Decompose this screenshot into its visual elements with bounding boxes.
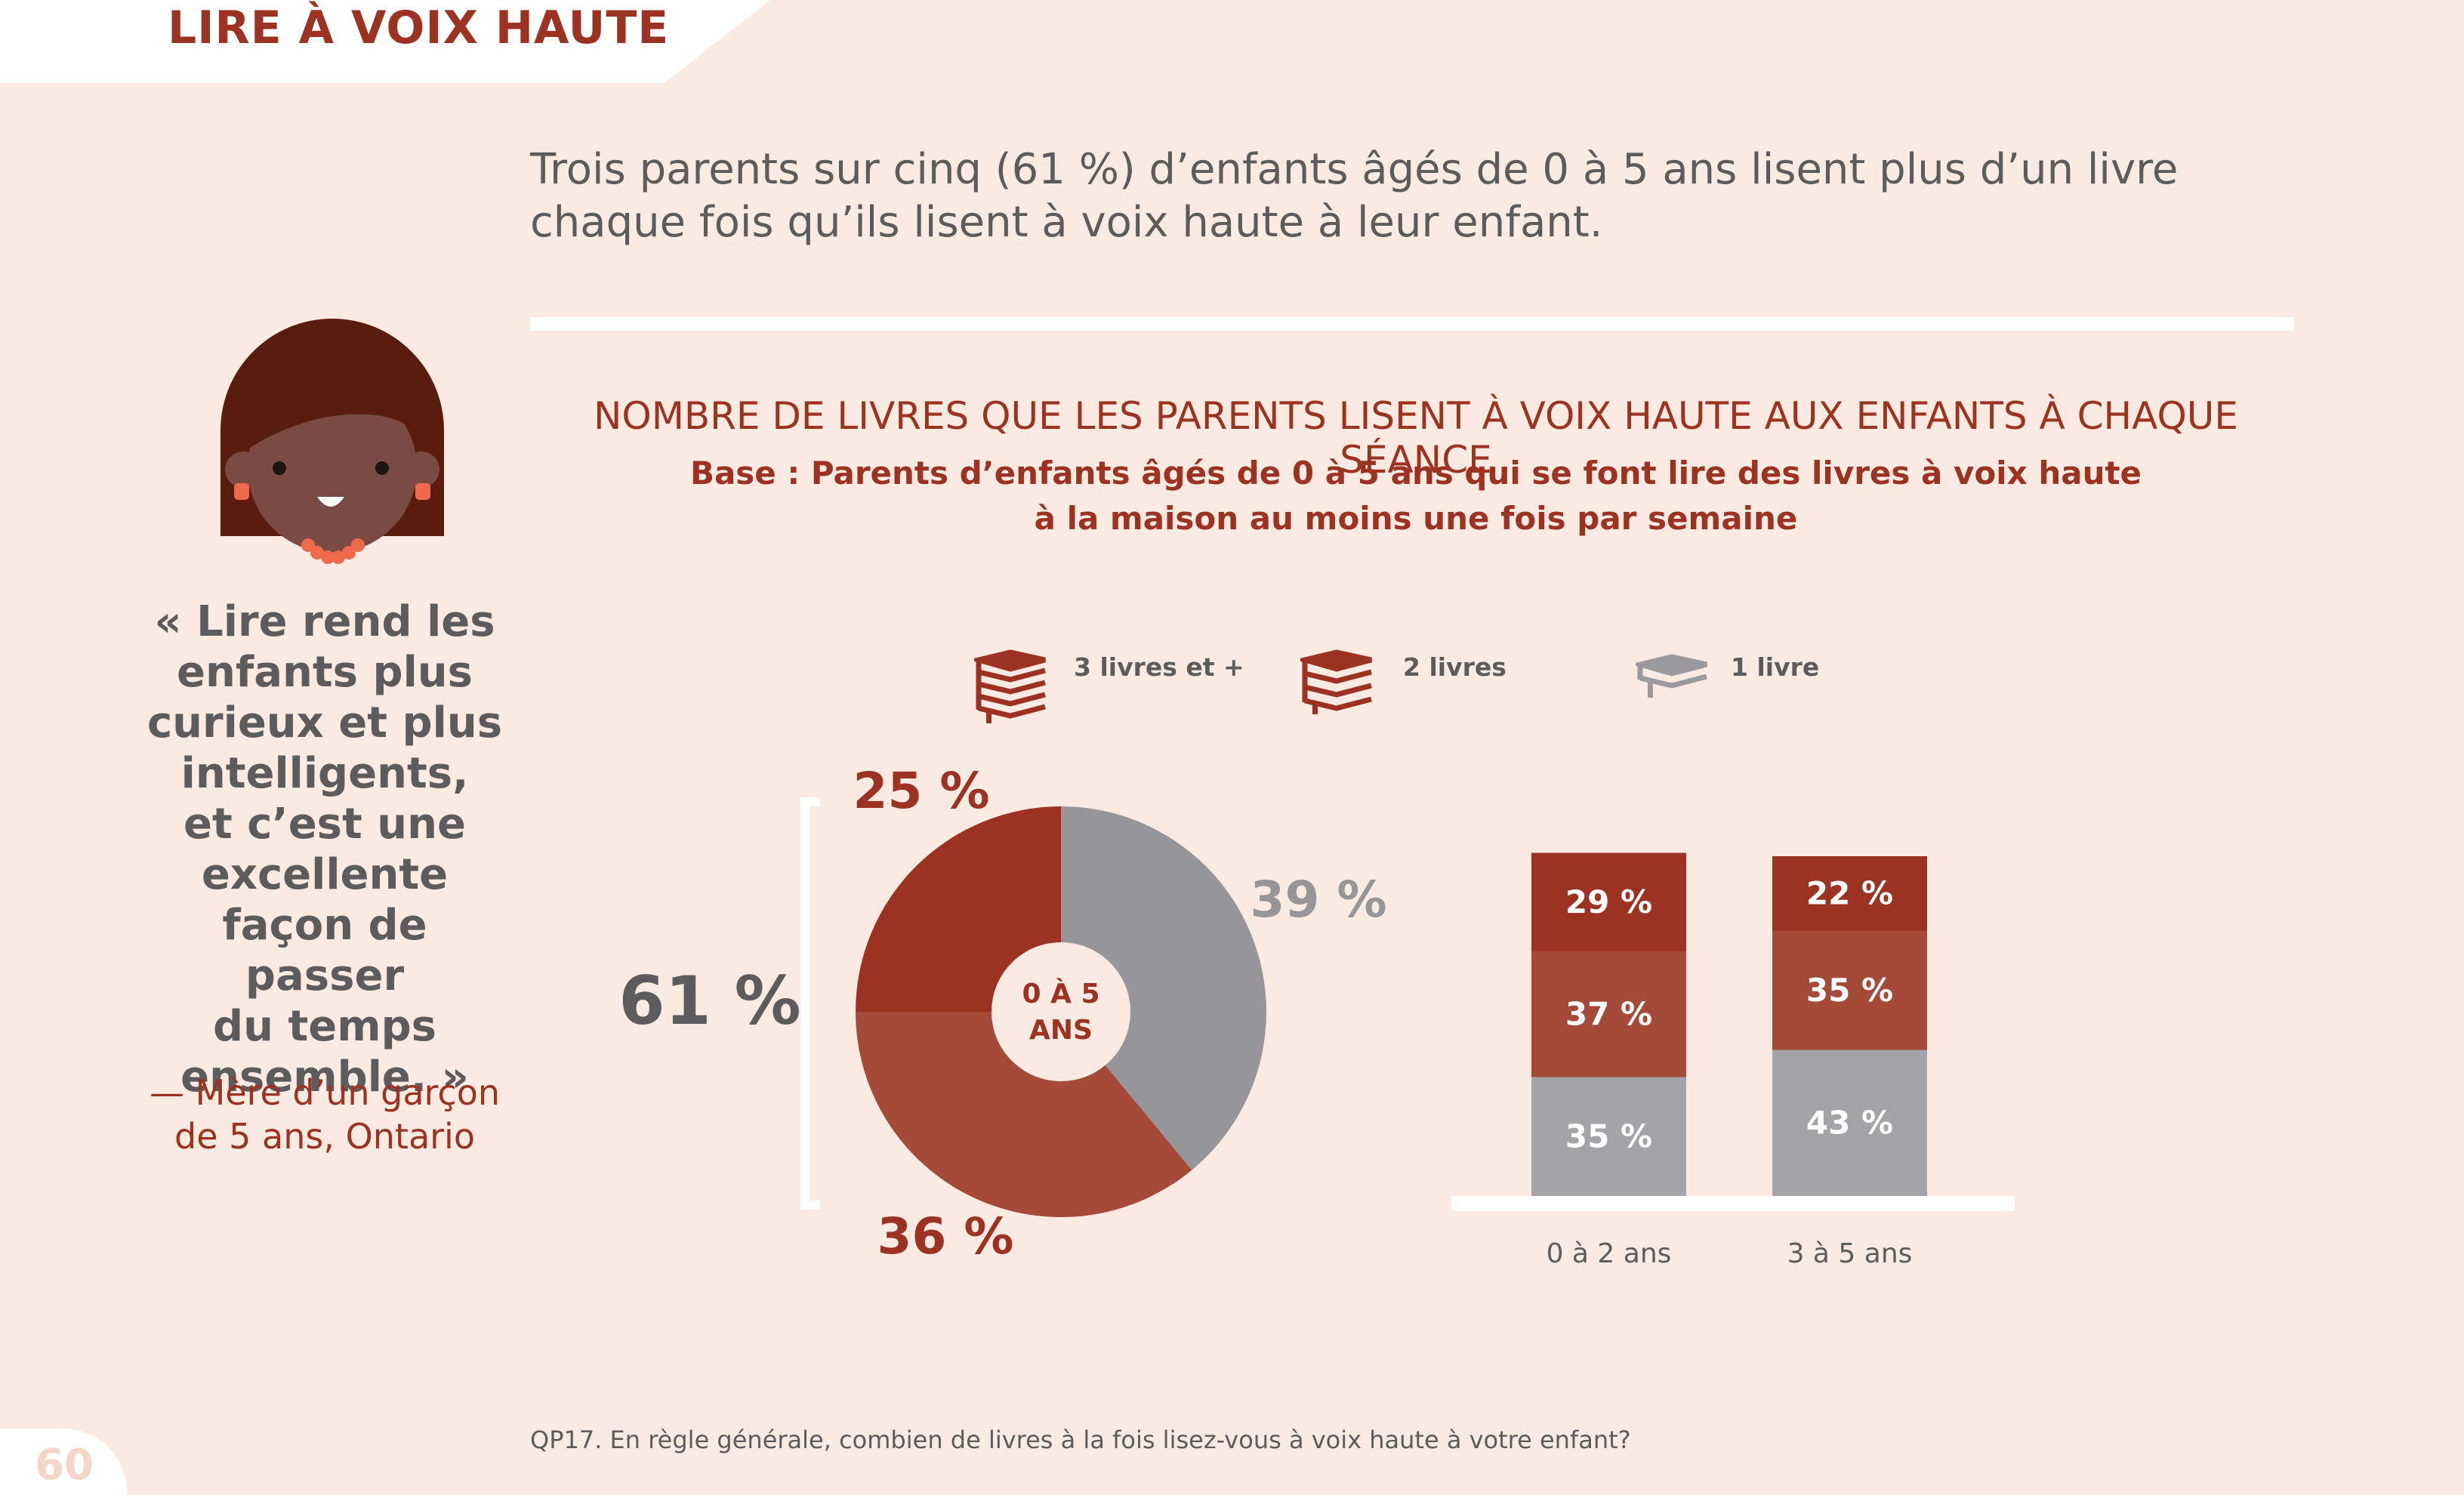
bar-segment-label: 43 % xyxy=(1806,1104,1893,1141)
quote-line: façon de passer xyxy=(222,901,427,1000)
legend-label-three-plus: 3 livres et + xyxy=(1074,652,1244,682)
bar-segment-label: 22 % xyxy=(1806,875,1893,912)
x-axis-tick-label: 3 à 5 ans xyxy=(1787,1238,1913,1269)
bar-segment-label: 29 % xyxy=(1565,883,1652,920)
bar-segment-label: 37 % xyxy=(1565,995,1652,1032)
page-number: 60 xyxy=(35,1441,94,1490)
quote-attribution: — Mère d’un garçon de 5 ans, Ontario xyxy=(136,1071,513,1158)
attribution-line: — Mère d’un garçon xyxy=(149,1072,501,1113)
divider xyxy=(530,317,2294,331)
attribution-line: de 5 ans, Ontario xyxy=(174,1116,475,1157)
bar-segment xyxy=(1772,1050,1927,1196)
two-books-icon xyxy=(1300,649,1372,714)
page-number-tab xyxy=(0,1429,128,1495)
pie-slice xyxy=(856,1012,1192,1217)
bracket-label: 61 % xyxy=(618,962,800,1040)
quote-line: excellente xyxy=(201,850,449,899)
intro-text: Trois parents sur cinq (61 %) d’enfants … xyxy=(530,145,2179,247)
x-axis-tick-label: 0 à 2 ans xyxy=(1547,1238,1672,1269)
book-stack-icon xyxy=(974,649,1046,723)
section-title: LIRE À VOIX HAUTE xyxy=(168,2,670,54)
footnote: QP17. En règle générale, combien de livr… xyxy=(530,1426,1631,1454)
bar-segment xyxy=(1531,852,1686,951)
single-book-icon xyxy=(1636,654,1707,698)
quote-line: « Lire rend les xyxy=(154,597,495,646)
quote-line: du temps xyxy=(213,1002,436,1051)
pie-slice-label: 25 % xyxy=(853,762,990,820)
chart-title: NOMBRE DE LIVRES QUE LES PARENTS LISENT … xyxy=(593,394,2238,482)
quote-line: curieux et plus xyxy=(146,698,503,748)
quote-line: ensemble. » xyxy=(180,1053,469,1102)
legend-label-two: 2 livres xyxy=(1403,652,1506,682)
bar-segment xyxy=(1772,856,1927,931)
legend-label-one: 1 livre xyxy=(1731,652,1820,682)
quote-line: et c’est une xyxy=(183,800,466,849)
header-tab xyxy=(0,0,770,83)
pie-slice-label: 39 % xyxy=(1251,871,1387,929)
pie-slice xyxy=(856,806,1061,1012)
quote-text: « Lire rend les enfants plus curieux et … xyxy=(136,596,513,1102)
pie-center-label: 0 À 5 xyxy=(1022,978,1099,1010)
bracket xyxy=(800,797,820,1210)
pie-center-hole xyxy=(991,942,1130,1081)
chart-subtitle-line-1: Base : Parents d’enfants âgés de 0 à 5 a… xyxy=(689,455,2142,492)
x-axis-baseline xyxy=(1451,1196,2015,1211)
chart-subtitle-line-2: à la maison au moins une fois par semain… xyxy=(1034,500,1798,537)
bar-segment-label: 35 % xyxy=(1806,972,1893,1009)
bar-segment xyxy=(1531,1077,1686,1196)
pie-slice-label: 36 % xyxy=(877,1207,1014,1265)
mother-avatar-illustration xyxy=(220,319,444,564)
bar-segment xyxy=(1531,951,1686,1077)
bar-segment xyxy=(1772,931,1927,1050)
quote-line: enfants plus xyxy=(177,648,473,697)
pie-center-label: ANS xyxy=(1029,1015,1093,1046)
pie-slice xyxy=(1061,806,1266,1170)
bar-segment-label: 35 % xyxy=(1565,1117,1652,1154)
quote-line: intelligents, xyxy=(180,749,469,798)
